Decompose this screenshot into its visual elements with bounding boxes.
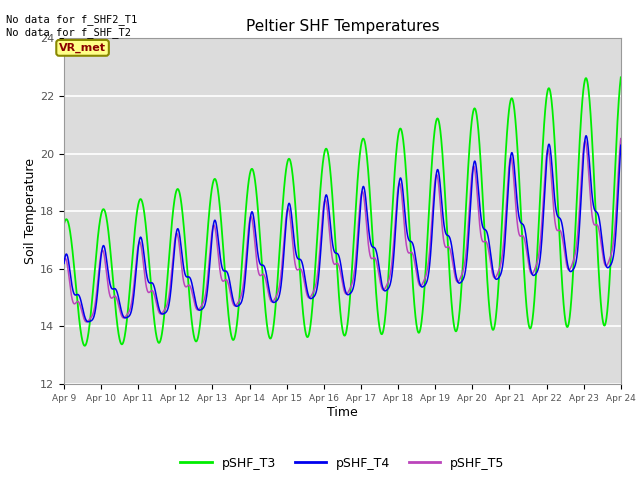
Y-axis label: Soil Temperature: Soil Temperature	[24, 158, 37, 264]
pSHF_T5	[606, 255, 614, 261]
pSHF_T5	[157, 311, 164, 317]
Text: No data for f_SHF2_T1
No data for f_SHF_T2: No data for f_SHF2_T1 No data for f_SHF_…	[6, 14, 138, 38]
pSHF_T5	[274, 290, 282, 296]
Title: Peltier SHF Temperatures: Peltier SHF Temperatures	[246, 20, 439, 35]
pSHF_T4	[582, 133, 590, 139]
pSHF_T4	[298, 259, 306, 265]
pSHF_T5	[60, 259, 68, 264]
pSHF_T3	[124, 310, 132, 315]
Legend: pSHF_T3, pSHF_T4, pSHF_T5: pSHF_T3, pSHF_T4, pSHF_T5	[175, 452, 509, 475]
pSHF_T5	[298, 268, 306, 274]
pSHF_T4	[60, 261, 68, 266]
pSHF_T4	[617, 143, 625, 148]
pSHF_T4	[606, 263, 614, 268]
pSHF_T3	[81, 343, 88, 348]
pSHF_T3	[298, 296, 306, 302]
Line: pSHF_T5: pSHF_T5	[64, 139, 621, 322]
pSHF_T4	[157, 310, 164, 316]
pSHF_T3	[546, 88, 554, 94]
pSHF_T4	[274, 297, 282, 302]
pSHF_T4	[84, 319, 92, 324]
X-axis label: Time: Time	[327, 406, 358, 419]
pSHF_T3	[274, 276, 282, 281]
pSHF_T3	[606, 270, 614, 276]
Line: pSHF_T4: pSHF_T4	[64, 136, 621, 322]
pSHF_T3	[157, 336, 164, 342]
pSHF_T5	[83, 319, 90, 325]
pSHF_T5	[124, 311, 132, 317]
Line: pSHF_T3: pSHF_T3	[64, 77, 621, 346]
pSHF_T5	[617, 136, 625, 142]
pSHF_T3	[617, 74, 625, 80]
pSHF_T3	[60, 221, 68, 227]
pSHF_T4	[546, 144, 554, 150]
Text: VR_met: VR_met	[59, 43, 106, 53]
pSHF_T5	[546, 159, 554, 165]
pSHF_T4	[124, 314, 132, 320]
